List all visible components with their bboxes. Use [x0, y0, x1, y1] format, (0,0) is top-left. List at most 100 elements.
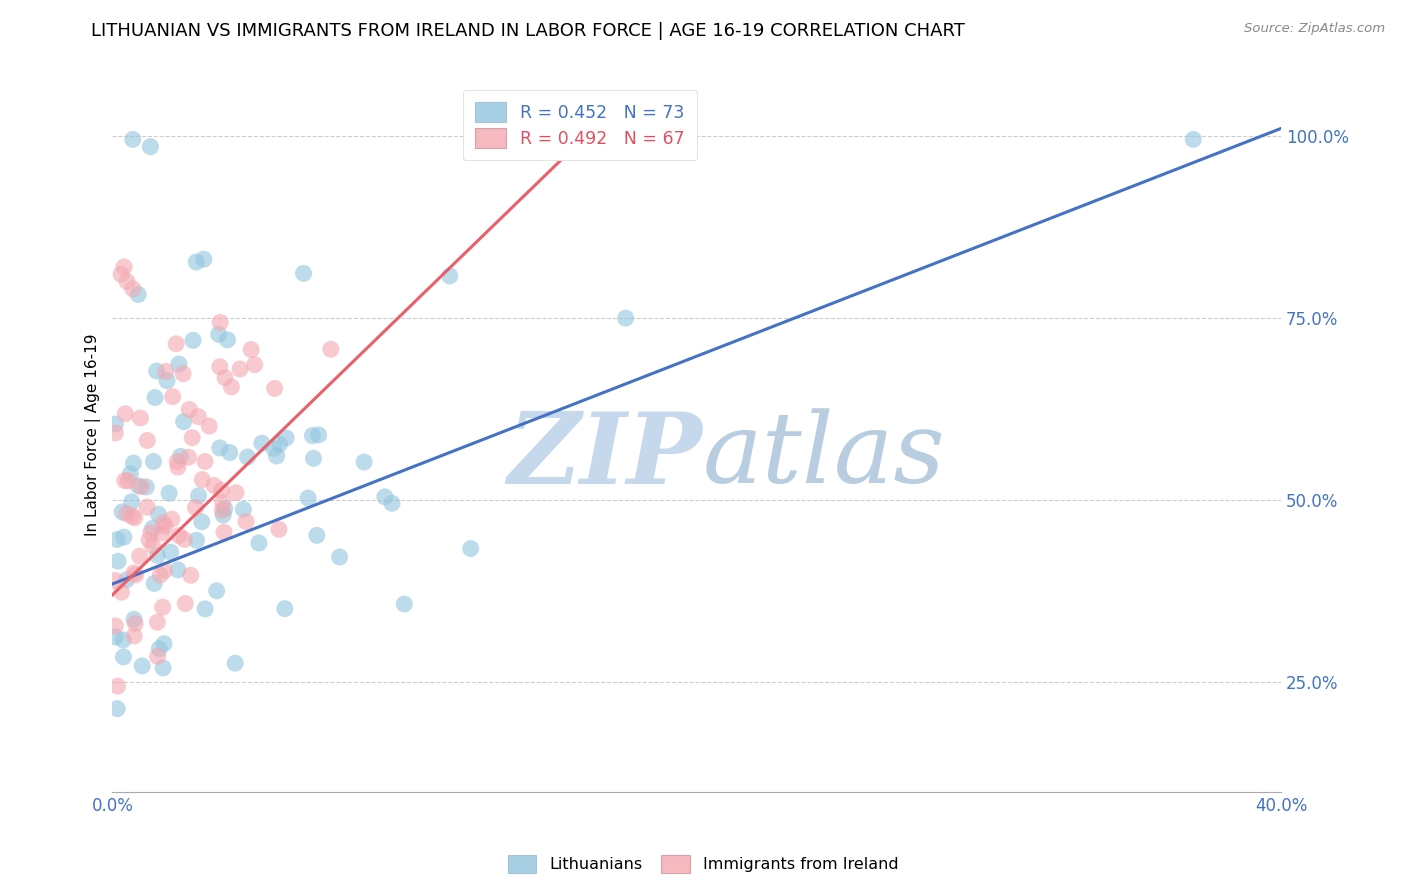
Point — [191, 515, 214, 529]
Point — [302, 451, 325, 466]
Point — [267, 523, 290, 537]
Point — [156, 374, 179, 388]
Point — [292, 266, 315, 280]
Point — [127, 479, 149, 493]
Point — [319, 343, 342, 357]
Point — [184, 500, 207, 515]
Point — [138, 533, 160, 547]
Point — [117, 474, 139, 488]
Point — [274, 601, 297, 615]
Point — [104, 619, 127, 633]
Point — [152, 516, 174, 530]
Point — [107, 554, 129, 568]
Point — [122, 566, 145, 580]
Point — [186, 255, 208, 269]
Point — [143, 576, 166, 591]
Point — [173, 415, 195, 429]
Point — [150, 525, 173, 540]
Text: atlas: atlas — [703, 409, 945, 504]
Point — [235, 515, 257, 529]
Point — [124, 510, 146, 524]
Point — [165, 336, 187, 351]
Point — [146, 615, 169, 630]
Point — [127, 287, 149, 301]
Point — [263, 381, 285, 395]
Point — [167, 460, 190, 475]
Point — [121, 282, 143, 296]
Point — [136, 434, 159, 448]
Point — [180, 568, 202, 582]
Point — [142, 454, 165, 468]
Point — [115, 573, 138, 587]
Point — [173, 533, 195, 547]
Point — [105, 533, 128, 547]
Point — [191, 473, 214, 487]
Point — [104, 417, 127, 431]
Point — [353, 455, 375, 469]
Point — [208, 441, 231, 455]
Point — [121, 509, 143, 524]
Point — [247, 536, 270, 550]
Point — [308, 428, 330, 442]
Point — [143, 391, 166, 405]
Point — [142, 539, 165, 553]
Point — [193, 252, 215, 267]
Legend: R = 0.452   N = 73, R = 0.492   N = 67: R = 0.452 N = 73, R = 0.492 N = 67 — [463, 90, 697, 161]
Point — [1182, 132, 1205, 146]
Point — [129, 411, 152, 425]
Point — [212, 525, 235, 540]
Point — [266, 449, 288, 463]
Point — [114, 474, 136, 488]
Point — [120, 467, 142, 481]
Point — [124, 568, 146, 582]
Point — [153, 519, 176, 533]
Point — [269, 437, 291, 451]
Point — [112, 649, 135, 664]
Point — [186, 533, 208, 548]
Point — [179, 402, 201, 417]
Point — [139, 139, 162, 153]
Point — [329, 549, 352, 564]
Point — [211, 495, 233, 509]
Point — [202, 478, 225, 492]
Point — [115, 275, 138, 289]
Point — [221, 380, 243, 394]
Point — [212, 508, 235, 522]
Point — [208, 327, 231, 342]
Point — [112, 632, 135, 647]
Point — [104, 574, 127, 588]
Point — [381, 496, 404, 510]
Point — [148, 507, 170, 521]
Point — [169, 450, 191, 464]
Point — [146, 549, 169, 563]
Point — [614, 311, 637, 326]
Point — [159, 545, 181, 559]
Point — [208, 359, 231, 374]
Point — [218, 445, 240, 459]
Point — [460, 541, 482, 556]
Point — [172, 367, 194, 381]
Point — [104, 630, 127, 644]
Point — [142, 521, 165, 535]
Point — [211, 503, 233, 517]
Point — [114, 407, 136, 421]
Point — [214, 370, 236, 384]
Point — [155, 364, 177, 378]
Point — [217, 333, 239, 347]
Point — [297, 491, 319, 505]
Point — [149, 568, 172, 582]
Point — [174, 597, 197, 611]
Point — [122, 456, 145, 470]
Point — [305, 528, 328, 542]
Point — [177, 450, 200, 465]
Point — [301, 428, 323, 442]
Point — [124, 616, 146, 631]
Point — [209, 315, 232, 329]
Point — [167, 563, 190, 577]
Point — [194, 454, 217, 468]
Point — [111, 505, 134, 519]
Point — [136, 500, 159, 515]
Point — [131, 659, 153, 673]
Point — [107, 679, 129, 693]
Point — [167, 357, 190, 371]
